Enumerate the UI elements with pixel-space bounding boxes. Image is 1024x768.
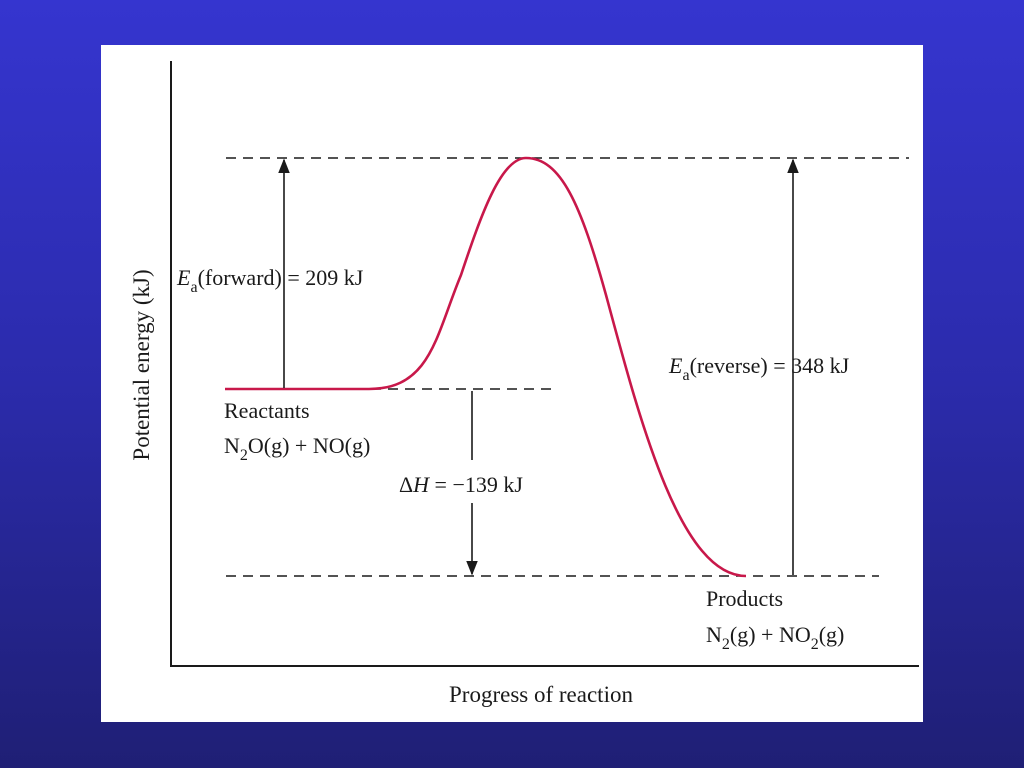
energy-curve — [225, 156, 747, 578]
energy-diagram: Potential energy (kJ) Progress of reacti… — [129, 61, 919, 707]
ea-forward-label: Ea(forward) = 209 kJ — [176, 265, 364, 296]
reactants-formula: N2O(g) + NO(g) — [224, 433, 370, 464]
products-formula: N2(g) + NO2(g) — [706, 622, 844, 653]
ea-reverse-label: Ea(reverse) = 348 kJ — [668, 353, 850, 384]
reactants-title: Reactants — [224, 398, 310, 423]
delta-h-label: ΔH = −139 kJ — [399, 472, 523, 497]
slide-panel: Potential energy (kJ) Progress of reacti… — [101, 45, 923, 722]
products-title: Products — [706, 586, 783, 611]
y-axis-label: Potential energy (kJ) — [129, 269, 154, 460]
x-axis-label: Progress of reaction — [449, 682, 633, 707]
